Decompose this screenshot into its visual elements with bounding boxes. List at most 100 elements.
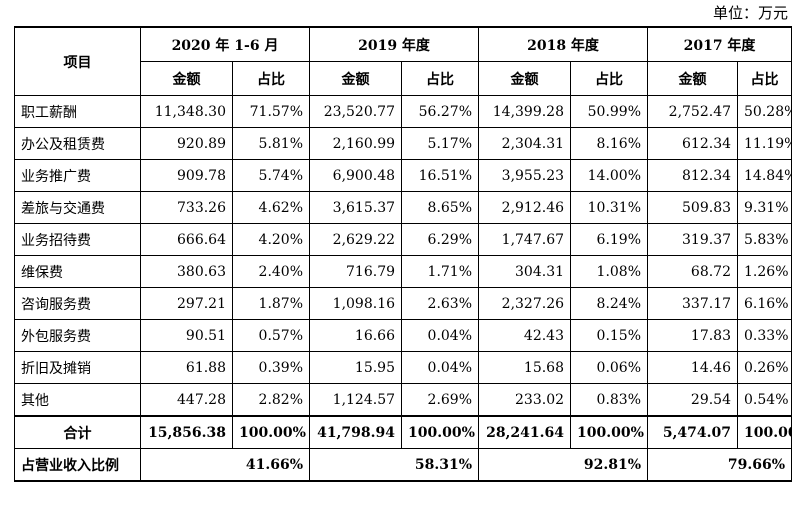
- amount-cell: 2,629.22: [309, 223, 403, 256]
- header-period-2020h1: 2020 年 1-6 月: [139, 26, 311, 62]
- ratio-cell: 2.40%: [231, 255, 311, 288]
- ratio-cell: 0.39%: [231, 351, 311, 384]
- ratio-cell: 0.04%: [401, 351, 480, 384]
- ratio-cell: 1.26%: [737, 255, 793, 288]
- amount-cell: 2,912.46: [478, 191, 572, 224]
- revenue-ratio-row: 占营业收入比例 41.66% 58.31% 92.81% 79.66%: [14, 448, 793, 482]
- row-label: 职工薪酬: [14, 95, 141, 128]
- table-row: 办公及租赁费 920.89 5.81% 2,160.99 5.17% 2,304.31 8.…: [14, 127, 793, 160]
- amount-cell: 319.37: [647, 223, 739, 256]
- ratio-cell: 6.16%: [737, 287, 793, 320]
- amount-cell: 11,348.30: [140, 95, 233, 128]
- ratio-cell: 10.31%: [570, 191, 649, 224]
- amount-cell: 909.78: [140, 159, 233, 192]
- amount-cell: 297.21: [140, 287, 233, 320]
- amount-cell: 14,399.28: [478, 95, 572, 128]
- row-label: 业务推广费: [14, 159, 141, 192]
- amount-cell: 16.66: [309, 319, 403, 352]
- ratio-cell: 2.63%: [401, 287, 480, 320]
- amount-cell: 2,304.31: [478, 127, 572, 160]
- table-row: 差旅与交通费 733.26 4.62% 3,615.37 8.65% 2,912.46 10…: [14, 191, 793, 224]
- amount-cell: 1,124.57: [309, 383, 403, 417]
- header-ratio: 占比: [570, 61, 649, 96]
- header-amount: 金额: [647, 61, 739, 96]
- amount-cell: 17.83: [647, 319, 739, 352]
- amount-cell: 2,160.99: [309, 127, 403, 160]
- ratio-cell: 6.19%: [570, 223, 649, 256]
- amount-cell: 15.68: [478, 351, 572, 384]
- table-row: 折旧及摊销 61.88 0.39% 15.95 0.04% 15.68 0.06% 14.46…: [14, 351, 793, 384]
- header-item: 项目: [14, 26, 141, 96]
- table-row: 外包服务费 90.51 0.57% 16.66 0.04% 42.43 0.15% 17.83…: [14, 319, 793, 352]
- ratio-cell: 71.57%: [231, 95, 311, 128]
- amount-cell: 61.88: [140, 351, 233, 384]
- ratio-cell: 0.15%: [570, 319, 649, 352]
- amount-cell: 3,955.23: [478, 159, 572, 192]
- amount-cell: 612.34: [647, 127, 739, 160]
- ratio-cell: 11.19%: [737, 127, 793, 160]
- amount-cell: 447.28: [140, 383, 233, 417]
- header-amount: 金额: [478, 61, 572, 96]
- ratio-cell: 16.51%: [401, 159, 480, 192]
- ratio-cell: 8.24%: [570, 287, 649, 320]
- ratio-cell: 5.17%: [401, 127, 480, 160]
- ratio-cell: 9.31%: [737, 191, 793, 224]
- ratio-cell: 1.71%: [401, 255, 480, 288]
- ratio-cell: 5.74%: [231, 159, 311, 192]
- amount-cell: 29.54: [647, 383, 739, 417]
- ratio-cell: 0.26%: [737, 351, 793, 384]
- ratio-cell: 50.99%: [570, 95, 649, 128]
- amount-cell: 337.17: [647, 287, 739, 320]
- table-row: 维保费 380.63 2.40% 716.79 1.71% 304.31 1.08% 68.7…: [14, 255, 793, 288]
- ratio-cell: 14.84%: [737, 159, 793, 192]
- table-row: 职工薪酬 11,348.30 71.57% 23,520.77 56.27% 14,399…: [14, 95, 793, 128]
- row-label: 维保费: [14, 255, 141, 288]
- ratio-cell: 50.28%: [737, 95, 793, 128]
- amount-cell: 1,098.16: [309, 287, 403, 320]
- row-label: 办公及租赁费: [14, 127, 141, 160]
- header-row-columns: 金额 占比 金额 占比 金额 占比 金额 占比: [15, 61, 793, 96]
- header-ratio: 占比: [737, 61, 793, 96]
- amount-cell: 14.46: [647, 351, 739, 384]
- amount-cell: 233.02: [478, 383, 572, 417]
- header-ratio: 占比: [231, 61, 311, 96]
- ratio-cell: 0.57%: [231, 319, 311, 352]
- amount-cell: 380.63: [140, 255, 233, 288]
- total-ratio-cell: 100.00%: [401, 415, 480, 449]
- amount-cell: 716.79: [309, 255, 403, 288]
- total-amount-cell: 5,474.07: [647, 415, 739, 449]
- amount-cell: 666.64: [140, 223, 233, 256]
- amount-cell: 812.34: [647, 159, 739, 192]
- ratio-cell: 0.06%: [570, 351, 649, 384]
- row-label: 差旅与交通费: [14, 191, 141, 224]
- ratio-cell: 6.29%: [401, 223, 480, 256]
- table-row: 其他 447.28 2.82% 1,124.57 2.69% 233.02 0.83% 29.…: [14, 383, 793, 417]
- ratio-cell: 0.83%: [570, 383, 649, 417]
- table-row: 咨询服务费 297.21 1.87% 1,098.16 2.63% 2,327.26 8.2…: [14, 287, 793, 320]
- revenue-ratio-cell: 79.66%: [647, 448, 793, 482]
- ratio-cell: 8.16%: [570, 127, 649, 160]
- expense-table: 项目 2020 年 1-6 月 2019 年度 2018 年度 2017 年度 …: [14, 26, 793, 482]
- row-label: 折旧及摊销: [14, 351, 141, 384]
- amount-cell: 304.31: [478, 255, 572, 288]
- total-amount-cell: 15,856.38: [140, 415, 233, 449]
- amount-cell: 2,752.47: [647, 95, 739, 128]
- amount-cell: 42.43: [478, 319, 572, 352]
- header-period-2018: 2018 年度: [478, 26, 649, 62]
- unit-label: 单位：万元: [712, 4, 788, 22]
- ratio-cell: 14.00%: [570, 159, 649, 192]
- ratio-cell: 0.04%: [401, 319, 480, 352]
- table-row: 业务招待费 666.64 4.20% 2,629.22 6.29% 1,747.67 6.1…: [14, 223, 793, 256]
- amount-cell: 920.89: [140, 127, 233, 160]
- amount-cell: 90.51: [140, 319, 233, 352]
- row-label: 外包服务费: [14, 319, 141, 352]
- amount-cell: 23,520.77: [309, 95, 403, 128]
- header-ratio: 占比: [401, 61, 480, 96]
- header-row-periods: 项目 2020 年 1-6 月 2019 年度 2018 年度 2017 年度: [14, 26, 793, 96]
- header-amount: 金额: [309, 61, 403, 96]
- amount-cell: 509.83: [647, 191, 739, 224]
- ratio-cell: 4.20%: [231, 223, 311, 256]
- revenue-ratio-label: 占营业收入比例: [14, 448, 141, 482]
- ratio-cell: 5.81%: [231, 127, 311, 160]
- total-label: 合计: [14, 415, 141, 449]
